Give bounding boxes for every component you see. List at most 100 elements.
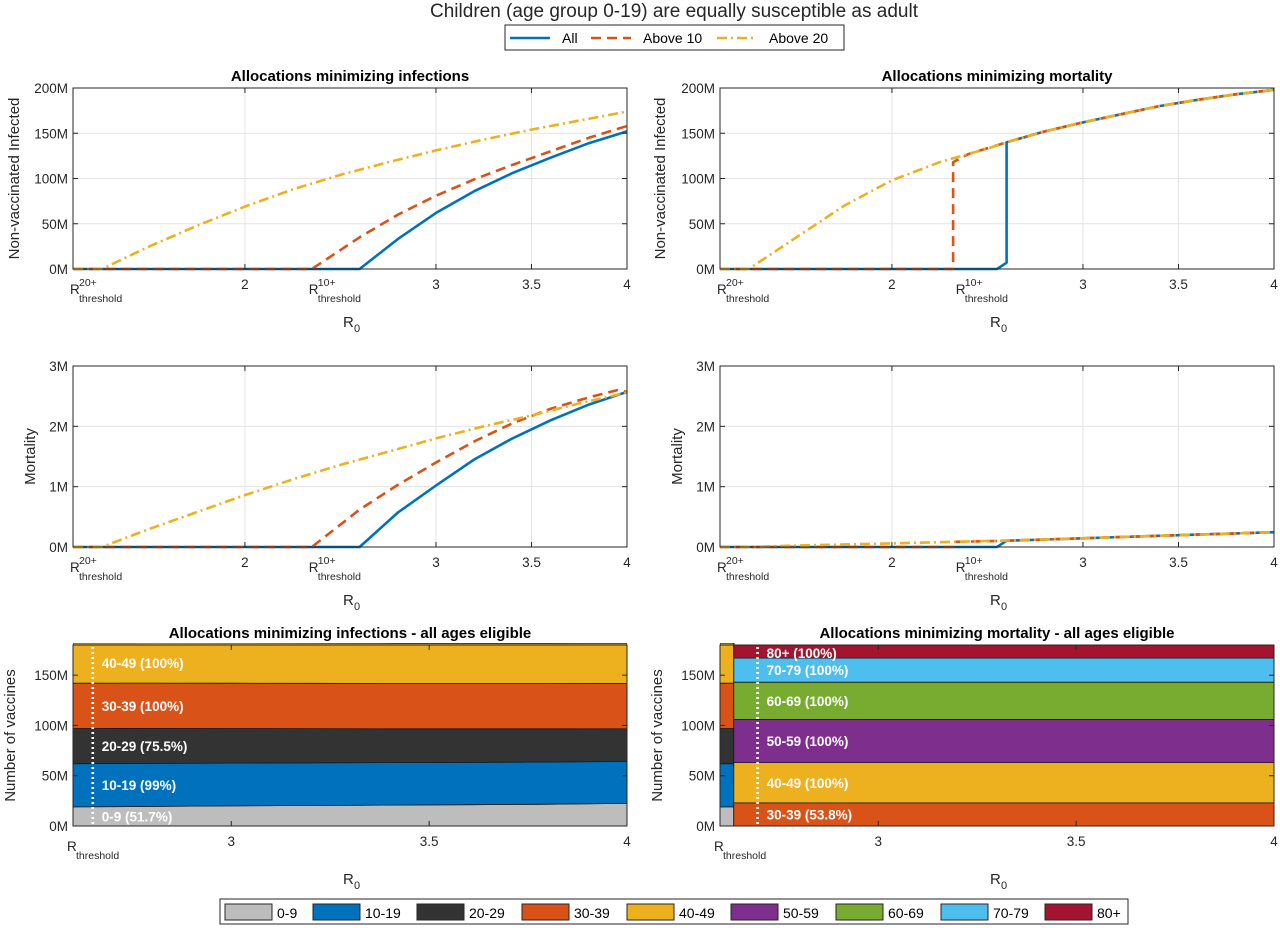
series-line-above-20 xyxy=(73,391,627,549)
threshold-r: R xyxy=(309,282,319,297)
x-axis-label-main: R xyxy=(343,314,354,331)
x-axis-label-sub: 0 xyxy=(1001,323,1007,335)
x-axis-label-sub: 0 xyxy=(354,880,360,892)
x-tick-label: 3.5 xyxy=(420,834,439,849)
x-tick-label: 3 xyxy=(432,555,440,570)
threshold-label: R 10+ threshold xyxy=(309,555,361,583)
threshold-label: R 20+ threshold xyxy=(70,555,122,583)
band-label-60-69: 60-69 (100%) xyxy=(767,694,849,709)
area-band-80 xyxy=(720,643,1274,659)
threshold-subscript: threshold xyxy=(965,293,1008,305)
x-tick-label: 4 xyxy=(623,834,631,849)
threshold-subscript: threshold xyxy=(79,571,122,583)
threshold-subscript: threshold xyxy=(965,571,1008,583)
y-tick-label: 100M xyxy=(34,172,68,187)
legend-label-0-9: 0-9 xyxy=(277,905,297,921)
series-line-above-10 xyxy=(73,124,627,271)
legend-item-all: All xyxy=(510,30,578,46)
axes-box xyxy=(72,644,628,827)
x-axis-label-main: R xyxy=(343,592,354,609)
legend-label-60-69: 60-69 xyxy=(888,905,924,921)
legend-item-80: 80+ xyxy=(1044,903,1121,921)
axes-box xyxy=(719,365,1275,548)
legend-item-20-29: 20-29 xyxy=(416,903,505,921)
y-tick-label: 2M xyxy=(696,419,715,434)
threshold-label: R 20+ threshold xyxy=(717,555,769,583)
x-axis-label-sub: 0 xyxy=(354,601,360,613)
chart-title: Allocations minimizing mortality - all a… xyxy=(819,625,1174,642)
legend-label-all: All xyxy=(562,30,578,46)
threshold-subscript: threshold xyxy=(318,293,361,305)
axes-box xyxy=(719,644,1275,827)
threshold-superscript: 10+ xyxy=(318,555,336,567)
x-tick-label: 4 xyxy=(1270,834,1278,849)
threshold-r: R xyxy=(714,839,724,854)
threshold-label: R 10+ threshold xyxy=(309,277,361,305)
chart-title: Allocations minimizing mortality xyxy=(882,68,1114,85)
legend-label-20-29: 20-29 xyxy=(469,905,505,921)
legend-label-30-39: 30-39 xyxy=(574,905,610,921)
x-tick-label: 4 xyxy=(1270,277,1278,292)
y-axis-label: Mortality xyxy=(669,428,686,485)
y-axis-label: Mortality xyxy=(22,428,39,485)
y-tick-label: 50M xyxy=(689,217,715,232)
y-tick-label: 0M xyxy=(696,819,715,834)
y-tick-label: 3M xyxy=(49,359,68,374)
x-tick-label: 3 xyxy=(432,277,440,292)
series-line-above-20 xyxy=(73,110,627,271)
y-tick-label: 100M xyxy=(34,718,68,733)
threshold-subscript: threshold xyxy=(723,850,766,862)
x-tick-label: 2 xyxy=(888,277,896,292)
legend-label-40-49: 40-49 xyxy=(679,905,715,921)
x-axis-label-main: R xyxy=(990,314,1001,331)
x-tick-label: 3.5 xyxy=(1169,555,1188,570)
legend-label-10-19: 10-19 xyxy=(365,905,401,921)
plot-area xyxy=(720,366,1274,547)
figure-title: Children (age group 0-19) are equally su… xyxy=(430,1,919,22)
legend-item-50-59: 50-59 xyxy=(730,903,819,921)
x-tick-label: 2 xyxy=(241,555,249,570)
legend-item-above-20: Above 20 xyxy=(717,30,828,46)
x-axis-label-sub: 0 xyxy=(354,323,360,335)
y-tick-label: 2M xyxy=(49,419,68,434)
legend-swatch-30-39 xyxy=(521,903,570,921)
age-group-legend: 0-9 10-19 20-29 30-39 40-49 50-59 60-69 70-79 80… xyxy=(219,898,1129,925)
threshold-r: R xyxy=(67,839,77,854)
series-line-all xyxy=(73,130,627,271)
y-tick-label: 150M xyxy=(681,668,715,683)
threshold-r: R xyxy=(70,560,80,575)
threshold-r: R xyxy=(309,560,319,575)
chart-title: Allocations minimizing infections - all … xyxy=(169,625,532,642)
threshold-subscript: threshold xyxy=(726,293,769,305)
x-axis-label-main: R xyxy=(990,592,1001,609)
legend-label-80: 80+ xyxy=(1097,905,1121,921)
threshold-subscript: threshold xyxy=(726,571,769,583)
x-tick-label: 2 xyxy=(241,277,249,292)
y-axis-label: Number of vaccines xyxy=(2,669,19,802)
series-line-above-10 xyxy=(73,388,627,549)
x-axis-label-main: R xyxy=(343,871,354,888)
threshold-superscript: 20+ xyxy=(726,277,744,289)
legend-item-30-39: 30-39 xyxy=(521,903,610,921)
stacked-area-group xyxy=(73,643,627,827)
legend-label-50-59: 50-59 xyxy=(783,905,819,921)
x-axis-label-main: R xyxy=(990,871,1001,888)
x-tick-label: 3 xyxy=(1079,277,1087,292)
threshold-subscript: threshold xyxy=(79,293,122,305)
y-tick-label: 1M xyxy=(49,480,68,495)
y-axis-label: Non-vaccinated Infected xyxy=(6,98,23,260)
legend-item-0-9: 0-9 xyxy=(224,903,297,921)
y-tick-label: 150M xyxy=(34,668,68,683)
band-label-30-39: 30-39 (53.8%) xyxy=(767,807,853,822)
x-tick-label: 3.5 xyxy=(522,277,541,292)
x-tick-label: 4 xyxy=(623,277,631,292)
y-tick-label: 50M xyxy=(689,769,715,784)
threshold-subscript: threshold xyxy=(318,571,361,583)
threshold-r: R xyxy=(70,282,80,297)
legend-swatch-80 xyxy=(1044,903,1093,921)
series-lines xyxy=(73,110,627,271)
